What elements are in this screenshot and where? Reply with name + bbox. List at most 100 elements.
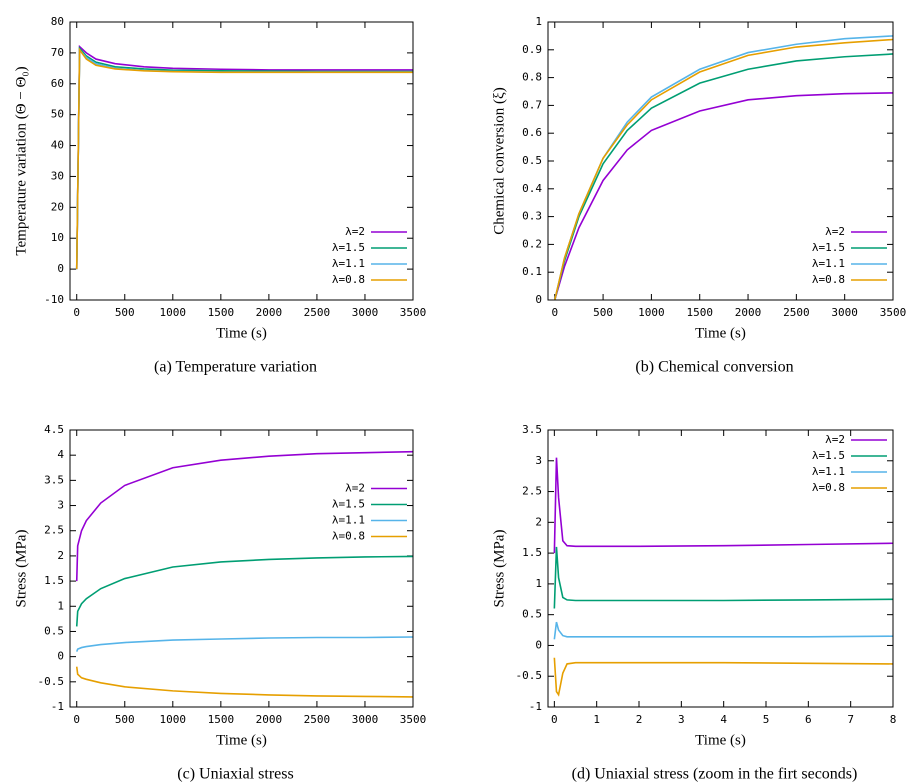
x-tick-label: 1500 <box>208 306 235 319</box>
x-tick-label: 0 <box>73 713 80 726</box>
series-line <box>75 450 414 582</box>
y-tick-label: 3 <box>57 499 64 512</box>
y-tick-label: 10 <box>51 231 64 244</box>
legend-label: λ=0.8 <box>812 481 845 494</box>
x-tick-label: 2000 <box>256 306 283 319</box>
x-tick-label: 1000 <box>638 306 665 319</box>
x-tick-label: 4 <box>720 713 727 726</box>
legend-label: λ=0.8 <box>812 273 845 286</box>
chart-caption: (d) Uniaxial stress (zoom in the firt se… <box>572 766 858 783</box>
y-tick-label: 0.8 <box>522 71 542 84</box>
x-axis-label: Time (s) <box>216 325 267 341</box>
y-axis-label: Chemical conversion (ξ) <box>491 87 507 234</box>
y-tick-label: 4 <box>57 448 64 461</box>
x-tick-label: 3500 <box>400 713 427 726</box>
legend-label: λ=1.1 <box>332 257 365 270</box>
y-axis-label: Stress (MPa) <box>491 530 507 608</box>
y-tick-label: 70 <box>51 46 64 59</box>
y-tick-label: 0 <box>57 650 64 663</box>
y-tick-label: 0 <box>535 293 542 306</box>
x-tick-label: 2500 <box>304 713 331 726</box>
y-tick-label: 1 <box>535 15 542 28</box>
x-axis-label: Time (s) <box>695 732 746 748</box>
y-tick-label: 0.2 <box>522 237 542 250</box>
y-tick-label: 0 <box>535 638 542 651</box>
legend-label: λ=1.5 <box>332 498 365 511</box>
plot-frame <box>547 21 894 301</box>
y-tick-label: 0.3 <box>522 210 542 223</box>
chart-caption: (b) Chemical conversion <box>635 359 793 376</box>
y-tick-label: 2.5 <box>522 485 542 498</box>
x-tick-label: 1000 <box>160 306 187 319</box>
plot-frame <box>547 429 894 708</box>
y-tick-label: 30 <box>51 169 64 182</box>
y-tick-label: 1.5 <box>522 546 542 559</box>
y-tick-label: 50 <box>51 108 64 121</box>
y-tick-label: 0.1 <box>522 265 542 278</box>
legend-label: λ=2 <box>825 433 845 446</box>
series-line <box>553 457 894 554</box>
x-tick-label: 1500 <box>686 306 713 319</box>
series-line <box>553 546 894 609</box>
legend-label: λ=1.1 <box>812 465 845 478</box>
x-tick-label: 3000 <box>352 713 379 726</box>
legend-label: λ=1.1 <box>812 257 845 270</box>
chart: -1 -0.5 0 0.5 1 1.5 2 2.5 3 3.5 0 1 2 3 4 5 6 7 8 λ=2 λ=1.5 λ… <box>491 423 896 783</box>
legend-label: λ=1.5 <box>332 241 365 254</box>
y-tick-label: 2.5 <box>44 524 64 537</box>
y-tick-label: 0.9 <box>522 43 542 56</box>
x-tick-label: 1000 <box>160 713 187 726</box>
chart: -1 -0.5 0 0.5 1 1.5 2 2.5 3 3.5 4 4.5 0 500 1000 1500 20… <box>13 423 426 783</box>
legend-label: λ=0.8 <box>332 273 365 286</box>
series-line <box>75 666 414 698</box>
chart-caption: (c) Uniaxial stress <box>177 766 293 783</box>
x-tick-label: 3500 <box>400 306 427 319</box>
y-tick-label: -1 <box>51 700 64 713</box>
y-tick-label: 1 <box>57 599 64 612</box>
y-tick-label: 80 <box>51 15 64 28</box>
x-tick-label: 500 <box>115 713 135 726</box>
x-tick-label: 3500 <box>880 306 907 319</box>
legend-label: λ=1.5 <box>812 241 845 254</box>
y-tick-label: 0 <box>57 262 64 275</box>
x-tick-label: 6 <box>805 713 812 726</box>
x-tick-label: 2500 <box>304 306 331 319</box>
y-axis-label: Stress (MPa) <box>13 530 29 608</box>
plot-frame <box>69 429 414 708</box>
y-axis-label: Temperature variation (Θ − Θ₀) <box>13 66 29 255</box>
x-axis-label: Time (s) <box>216 732 267 748</box>
x-axis-label: Time (s) <box>695 325 746 341</box>
x-tick-label: 5 <box>763 713 770 726</box>
x-tick-label: 2000 <box>256 713 283 726</box>
series-line <box>75 47 413 270</box>
x-tick-label: 3000 <box>831 306 858 319</box>
y-tick-label: 0.6 <box>522 126 542 139</box>
x-tick-label: 1 <box>593 713 600 726</box>
chart: 0 0.1 0.2 0.3 0.4 0.5 0.6 0.7 0.8 0.9 1 0 500 1000 150… <box>491 15 906 376</box>
legend-label: λ=0.8 <box>332 530 365 543</box>
x-tick-label: 2000 <box>735 306 762 319</box>
y-tick-label: 3 <box>535 454 542 467</box>
x-tick-label: 0 <box>551 306 558 319</box>
y-tick-label: -1 <box>529 700 542 713</box>
x-tick-label: 2500 <box>783 306 810 319</box>
legend-label: λ=2 <box>345 225 365 238</box>
series-line <box>75 555 414 627</box>
series-line <box>553 657 894 697</box>
y-tick-label: 1 <box>535 577 542 590</box>
y-tick-label: 0.5 <box>44 624 64 637</box>
chart: -10 0 10 20 30 40 50 60 70 80 0 500 1000 1500 2000 2500… <box>13 15 426 376</box>
legend-label: λ=1.1 <box>332 514 365 527</box>
y-tick-label: 2 <box>535 515 542 528</box>
series-line <box>553 92 894 301</box>
x-tick-label: 0 <box>73 306 80 319</box>
x-tick-label: 1500 <box>208 713 235 726</box>
series-line <box>553 53 894 301</box>
legend-label: λ=2 <box>825 225 845 238</box>
x-tick-label: 0 <box>551 713 558 726</box>
x-tick-label: 2 <box>636 713 643 726</box>
series-line <box>553 38 894 301</box>
legend-label: λ=1.5 <box>812 449 845 462</box>
chart-caption: (a) Temperature variation <box>154 359 317 376</box>
